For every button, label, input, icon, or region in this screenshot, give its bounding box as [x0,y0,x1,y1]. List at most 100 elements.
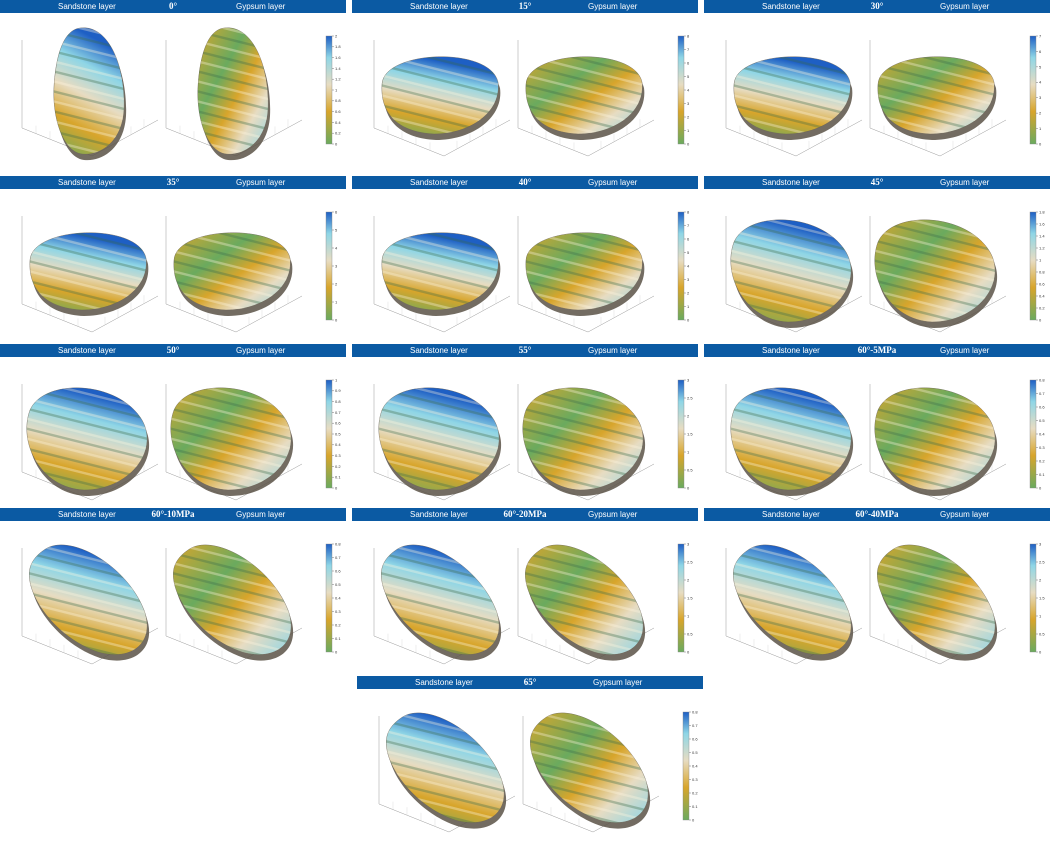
gypsum-layer-label: Gypsum layer [940,2,990,11]
surface-scan-pair: 0 0.5 1 1.5 2 2.5 3 [373,377,693,501]
colorbar-tick-label: 0 [687,317,690,322]
colorbar-tick-label: 1 [687,613,690,618]
gypsum-surface [517,384,655,501]
angle-label: 60°-40MPa [855,509,899,519]
colorbar-tick-label: 0.4 [1039,293,1045,298]
colorbar-tick-label: 1 [1039,613,1042,618]
surface-scan-pair: 0 1 2 3 4 5 6 7 [725,33,1042,157]
colorbar-tick-label: 0 [1039,141,1042,146]
colorbar-tick-label: 4 [335,245,338,250]
colorbar-tick-label: 4 [687,263,690,268]
colorbar-tick-label: 2.5 [1039,559,1045,564]
colorbar-tick-label: 0.5 [1039,631,1045,636]
colorbar-tick-label: 5 [1039,64,1042,69]
colorbar-tick-label: 4 [1039,80,1042,85]
sandstone-layer-label: Sandstone layer [58,346,116,355]
colorbar-tick-label: 0.5 [687,631,693,636]
colorbar-tick-label: 0.1 [692,804,698,809]
sandstone-surface [725,40,863,157]
colorbar-tick-label: 0.3 [692,777,698,782]
colorbar-tick-label: 0.1 [335,636,341,641]
colorbar-tick-label: 3 [687,277,690,282]
colorbar-tick-label: 0.8 [335,98,341,103]
colorbar-tick-label: 1 [1039,126,1042,131]
sandstone-surface [725,216,863,333]
scan-panel: 45° Sandstone layer Gypsum layer 0 0.2 0.4 0.6… [704,176,1050,340]
colorbar-tick-label: 0 [335,485,338,490]
angle-label: 15° [518,1,532,11]
surface-scan-pair: 0 0.5 1 1.5 2 2.5 3 [373,541,693,665]
colorbar: 0 0.5 1 1.5 2 2.5 3 [677,377,693,490]
sandstone-surface [725,544,863,665]
colorbar-tick-label: 3 [687,377,690,382]
colorbar-tick-label: 0.7 [1039,391,1045,396]
gypsum-surface [165,384,303,501]
colorbar-tick-label: 0.7 [692,723,698,728]
colorbar-tick-label: 0.5 [1039,418,1045,423]
panel-header: 60°-20MPa Sandstone layer Gypsum layer [352,508,698,521]
colorbar-tick-label: 0 [335,649,338,654]
colorbar-tick-label: 0.4 [692,763,698,768]
surface-scan-pair: 0 0.5 1 1.5 2 2.5 3 [725,541,1045,665]
colorbar-tick-label: 0.8 [335,541,341,546]
colorbar-tick-label: 0.6 [692,736,698,741]
panel-header: 55° Sandstone layer Gypsum layer [352,344,698,357]
colorbar-tick-label: 2 [687,114,690,119]
colorbar-tick-label: 1.6 [1039,221,1045,226]
gypsum-surface [869,384,1007,501]
angle-label: 50° [166,345,180,355]
sandstone-surface [373,40,511,157]
colorbar-tick-label: 1.6 [335,55,341,60]
sandstone-surface [21,27,159,161]
gypsum-layer-label: Gypsum layer [588,2,638,11]
sandstone-layer-label: Sandstone layer [58,178,116,187]
panel-header: 0° Sandstone layer Gypsum layer [0,0,346,13]
colorbar-tick-label: 2 [335,33,338,38]
angle-label: 45° [870,177,884,187]
panel-header: 35° Sandstone layer Gypsum layer [0,176,346,189]
angle-label: 65° [523,677,537,687]
colorbar-tick-label: 3 [1039,95,1042,100]
colorbar: 0 1 2 3 4 5 6 [325,209,338,322]
gypsum-layer-label: Gypsum layer [593,678,643,687]
colorbar-tick-label: 0.3 [1039,445,1045,450]
gypsum-surface [517,40,655,157]
colorbar-tick-label: 0.8 [1039,377,1045,382]
gypsum-surface [869,216,1007,333]
gypsum-layer-label: Gypsum layer [236,178,286,187]
scan-panel: 60°-5MPa Sandstone layer Gypsum layer 0 0.1 0… [704,344,1050,508]
colorbar-tick-label: 5 [687,74,690,79]
colorbar-tick-label: 0 [335,317,338,322]
colorbar-tick-label: 2 [1039,577,1042,582]
colorbar-tick-label: 2 [687,413,690,418]
gypsum-surface [869,544,1007,665]
gypsum-surface [869,40,1007,157]
gypsum-layer-label: Gypsum layer [940,510,990,519]
colorbar-tick-label: 0.4 [335,120,341,125]
colorbar-tick-label: 7 [1039,33,1042,38]
colorbar-tick-label: 0.3 [335,609,341,614]
surface-scan-pair: 0 1 2 3 4 5 6 7 8 [373,33,690,157]
colorbar-tick-label: 0.6 [335,421,341,426]
colorbar-tick-label: 3 [335,263,338,268]
gypsum-layer-label: Gypsum layer [588,510,638,519]
colorbar-tick-label: 0.4 [335,442,341,447]
colorbar-tick-label: 6 [1039,49,1042,54]
panel-header: 40° Sandstone layer Gypsum layer [352,176,698,189]
sandstone-layer-label: Sandstone layer [762,178,820,187]
surface-scan-pair: 0 0.1 0.2 0.3 0.4 0.5 0.6 0.7 0.8 [21,541,341,665]
colorbar-tick-label: 1 [687,128,690,133]
colorbar-tick-label: 1 [687,449,690,454]
colorbar-tick-label: 0.3 [335,453,341,458]
colorbar-tick-label: 8 [687,33,690,38]
gypsum-surface [165,27,303,161]
colorbar-tick-label: 1 [687,304,690,309]
colorbar-tick-label: 0.8 [335,399,341,404]
scan-panel: 60°-10MPa Sandstone layer Gypsum layer 0 0.1… [0,508,346,672]
colorbar-tick-label: 1.5 [1039,595,1045,600]
scan-panel: 50° Sandstone layer Gypsum layer 0 0.1 0.2 0.3… [0,344,346,508]
gypsum-layer-label: Gypsum layer [940,178,990,187]
surface-scan-pair: 0 1 2 3 4 5 6 7 8 [373,209,690,333]
scan-panel: 0° Sandstone layer Gypsum layer 0 0.2 0.4 0.6 0… [0,0,346,164]
colorbar-tick-label: 1 [335,299,338,304]
